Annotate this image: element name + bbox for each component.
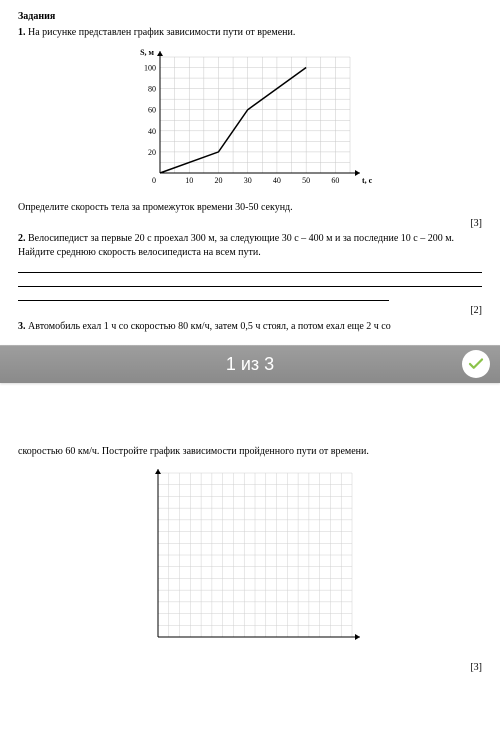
task3-bottom: скоростью 60 км/ч. Постройте график зави…: [18, 445, 482, 459]
svg-text:0: 0: [152, 176, 156, 185]
task2-score: [2]: [18, 304, 482, 318]
task3-score: [3]: [18, 661, 482, 675]
svg-text:30: 30: [244, 176, 252, 185]
task1-score: [3]: [18, 217, 482, 231]
chart2: [130, 465, 370, 655]
page-bottom: скоростью 60 км/ч. Постройте график зави…: [0, 383, 500, 684]
task1: 1. На рисунке представлен график зависим…: [18, 26, 482, 40]
page-top: Задания 1. На рисунке представлен график…: [0, 0, 500, 345]
svg-text:40: 40: [148, 127, 156, 136]
pager-label: 1 из 3: [226, 354, 274, 375]
task3-text-top: Автомобиль ехал 1 ч со скоростью 80 км/ч…: [26, 321, 391, 332]
chart2-wrap: [18, 465, 482, 655]
blank-line: [18, 262, 482, 273]
svg-text:60: 60: [331, 176, 339, 185]
svg-text:50: 50: [302, 176, 310, 185]
task3-num: 3.: [18, 321, 26, 332]
svg-text:S, м: S, м: [140, 48, 154, 57]
confirm-button[interactable]: [462, 350, 490, 378]
svg-text:20: 20: [148, 148, 156, 157]
svg-text:100: 100: [144, 64, 156, 73]
task1-num: 1.: [18, 27, 26, 38]
task3-top: 3. Автомобиль ехал 1 ч со скоростью 80 к…: [18, 320, 482, 334]
svg-text:80: 80: [148, 85, 156, 94]
svg-text:40: 40: [273, 176, 281, 185]
svg-text:10: 10: [185, 176, 193, 185]
chart1: 10 20 30 40 50 60 20 40 60 80 100 0 S, м t, с: [120, 45, 380, 195]
blank-line: [18, 290, 389, 301]
task1-sub: Определите скорость тела за промежуток в…: [18, 201, 482, 215]
svg-text:t, с: t, с: [362, 176, 373, 185]
svg-text:60: 60: [148, 106, 156, 115]
chart1-wrap: 10 20 30 40 50 60 20 40 60 80 100 0 S, м t, с: [18, 45, 482, 195]
blank-line: [18, 276, 482, 287]
check-icon: [467, 355, 485, 373]
task2-num: 2.: [18, 233, 26, 244]
pager-bar: 1 из 3: [0, 345, 500, 383]
svg-text:20: 20: [214, 176, 222, 185]
task2-text: Велосипедист за первые 20 с проехал 300 …: [18, 233, 454, 258]
header: Задания: [18, 10, 482, 24]
task2: 2. Велосипедист за первые 20 с проехал 3…: [18, 232, 482, 259]
task1-text: На рисунке представлен график зависимост…: [26, 27, 296, 38]
